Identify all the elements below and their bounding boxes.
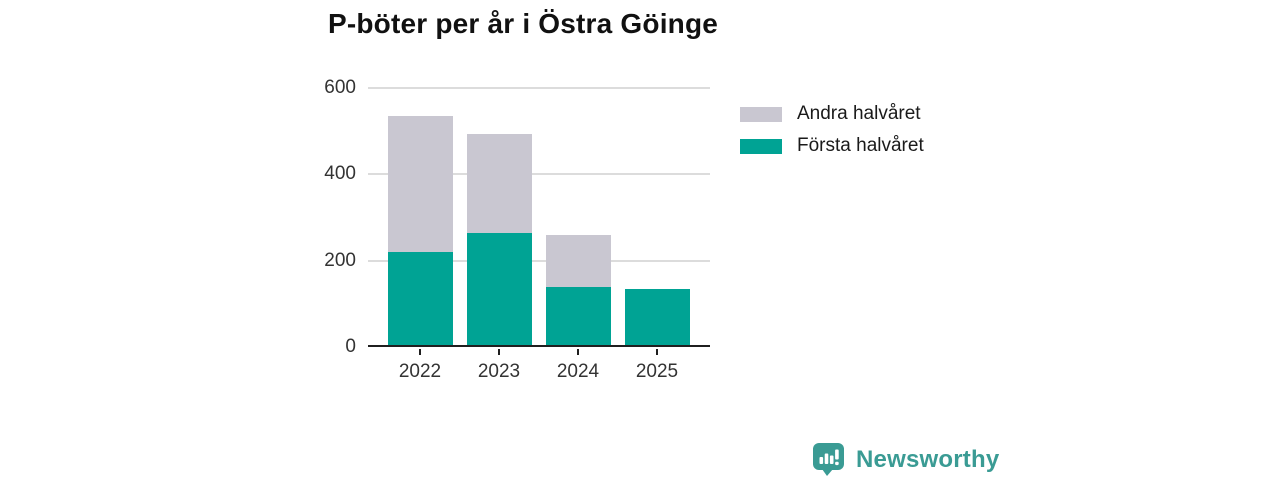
- brand-name: Newsworthy: [856, 446, 1000, 473]
- legend: Andra halvåret Första halvåret: [740, 103, 924, 167]
- gridline-400: [368, 173, 710, 176]
- bar-segment-2024-första: [545, 286, 611, 345]
- x-axis-tick-label: 2024: [556, 361, 600, 382]
- bar-segment-2023-andra: [466, 133, 532, 233]
- y-axis-tick-label: 400: [324, 163, 356, 185]
- legend-label: Andra halvåret: [797, 103, 921, 124]
- x-axis-tick-mark: [577, 349, 579, 355]
- brand-footer: Newsworthy: [812, 442, 999, 478]
- x-axis-tick-mark: [498, 349, 500, 355]
- y-axis-tick-label: 200: [324, 249, 356, 271]
- x-axis-tick-label: 2025: [635, 361, 679, 382]
- y-axis-tick-label: 600: [324, 77, 356, 98]
- bar-segment-2023-första: [466, 232, 532, 345]
- legend-item: Andra halvåret: [740, 103, 924, 125]
- legend-swatch: [740, 106, 782, 122]
- gridline-600: [368, 87, 710, 89]
- newsworthy-logo-icon: [813, 443, 844, 476]
- bar-segment-2022-andra: [387, 116, 453, 253]
- chart-title: P-böter per år i Östra Göinge: [327, 8, 719, 39]
- y-axis-tick-label: 0: [345, 336, 356, 357]
- legend-swatch: [740, 138, 782, 154]
- x-axis-tick-mark: [419, 349, 421, 355]
- bar-segment-2024-andra: [545, 234, 611, 287]
- bar-segment-2025-första: [624, 288, 690, 345]
- x-axis-tick-label: 2022: [398, 361, 442, 382]
- gridline-200: [368, 259, 710, 262]
- legend-label: Första halvåret: [797, 135, 924, 156]
- legend-item: Första halvåret: [740, 135, 924, 157]
- x-axis-tick-label: 2023: [477, 361, 521, 382]
- plot-area: [368, 87, 710, 347]
- bar-segment-2022-första: [387, 252, 453, 345]
- x-axis-tick-mark: [656, 349, 658, 355]
